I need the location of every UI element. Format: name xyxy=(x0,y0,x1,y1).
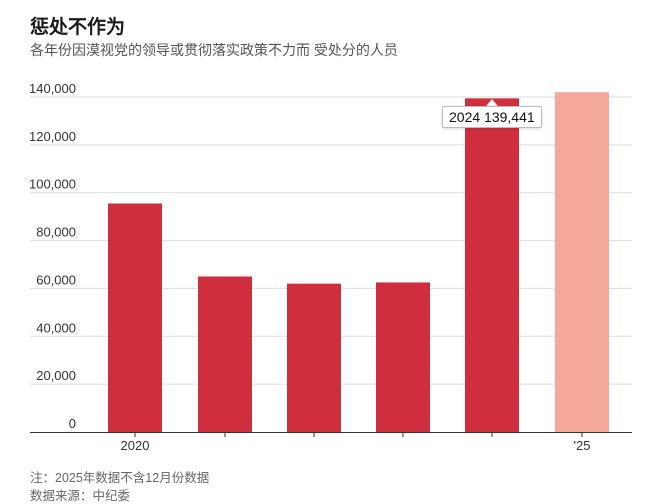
chart-title: 惩处不作为 xyxy=(30,17,126,38)
chart-subtitle: 各年份因漠视党的领导或贯彻落实政策不力而 受处分的人员 xyxy=(30,42,398,58)
bar-2022 xyxy=(287,283,341,432)
bar-2020 xyxy=(108,203,162,432)
bar-2025 xyxy=(555,92,609,432)
y-tick-label: 100,000 xyxy=(29,177,76,192)
y-tick-label: 120,000 xyxy=(29,129,76,144)
bar-2024 xyxy=(465,98,519,432)
y-tick-label: 80,000 xyxy=(36,225,76,240)
y-tick-label: 140,000 xyxy=(29,81,76,96)
y-tick-label: 40,000 xyxy=(36,320,76,335)
source-note: 数据来源：中纪委 xyxy=(30,489,131,503)
x-tick-label: 2020 xyxy=(121,438,150,453)
bar-2023 xyxy=(376,282,430,432)
y-tick-label: 0 xyxy=(69,416,76,431)
bar-tooltip: 2024 139,441 xyxy=(442,106,542,129)
bar-2021 xyxy=(198,276,252,432)
footnote: 注：2025年数据不含12月份数据 xyxy=(30,471,210,485)
y-tick-label: 20,000 xyxy=(36,368,76,383)
x-tick-label: '25 xyxy=(574,438,591,453)
y-tick-label: 60,000 xyxy=(36,272,76,287)
